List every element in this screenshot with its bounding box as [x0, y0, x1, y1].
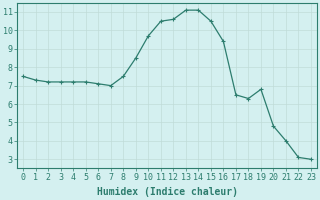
X-axis label: Humidex (Indice chaleur): Humidex (Indice chaleur) — [97, 187, 237, 197]
